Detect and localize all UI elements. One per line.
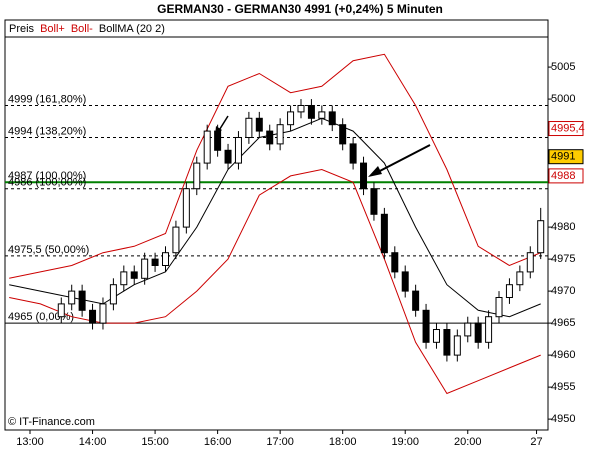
y-tick-label: 4955 xyxy=(551,381,575,393)
candle-body xyxy=(266,130,274,145)
candle-body xyxy=(130,271,138,279)
candle-body xyxy=(57,303,65,318)
candle-body xyxy=(151,258,159,267)
candle-body xyxy=(370,188,378,215)
arrow-head xyxy=(368,166,382,177)
plot-area xyxy=(4,36,549,431)
candle-body xyxy=(432,329,440,343)
x-tick-label: 20:00 xyxy=(454,436,482,448)
candle-body xyxy=(349,143,357,164)
x-tick-label: 13:00 xyxy=(16,436,44,448)
candle-body xyxy=(495,297,503,318)
candle-body xyxy=(339,124,347,145)
candle-body xyxy=(109,284,117,305)
level-label: 4986 (100,00%) xyxy=(8,177,86,189)
candle-body xyxy=(203,130,211,164)
candle-body xyxy=(453,335,461,356)
candle-body xyxy=(516,271,524,286)
x-tick-label: 27 xyxy=(530,436,542,448)
candle-body xyxy=(360,162,368,190)
candle-body xyxy=(422,309,430,343)
price-box xyxy=(548,168,584,184)
arrow xyxy=(371,144,431,176)
x-tick-label: 16:00 xyxy=(204,436,232,448)
legend-entry: Preis xyxy=(9,23,35,35)
candle-body xyxy=(505,284,513,299)
y-tick-label: 4975 xyxy=(551,253,575,265)
legend-entry: BollMA (20 2) xyxy=(99,23,165,35)
x-tick-label: 19:00 xyxy=(391,436,419,448)
arrow-head xyxy=(215,126,222,136)
candle-body xyxy=(474,322,482,343)
candle-body xyxy=(182,188,190,228)
level-label: 4994 (138,20%) xyxy=(8,125,86,137)
level-label: 4965 (0,00%) xyxy=(8,311,74,323)
candle-body xyxy=(78,290,86,311)
y-tick-label: 4950 xyxy=(551,413,575,425)
candle-body xyxy=(141,258,149,279)
candle-body xyxy=(287,111,295,126)
price-box-label: 4988 xyxy=(551,170,575,182)
candle-body xyxy=(464,322,472,337)
level-label: 4975,5 (50,00%) xyxy=(8,244,89,256)
candle-body xyxy=(99,303,107,324)
candle-body xyxy=(307,104,315,119)
candle-body xyxy=(245,117,253,138)
candle-body xyxy=(120,271,128,286)
candle-body xyxy=(380,213,388,254)
y-tick-label: 5005 xyxy=(551,61,575,73)
chart-title: GERMAN30 - GERMAN30 4991 (+0,24%) 5 Minu… xyxy=(157,2,443,16)
legend-entry: Boll- xyxy=(71,23,93,35)
candle-body xyxy=(224,149,232,164)
y-tick-label: 5000 xyxy=(551,93,575,105)
price-box xyxy=(548,149,584,165)
candle-body xyxy=(401,271,409,292)
price-box-label: 4991 xyxy=(551,151,575,163)
x-tick-label: 18:00 xyxy=(329,436,357,448)
candle-body xyxy=(318,111,326,119)
price-box xyxy=(548,121,584,137)
level-label: 4999 (161,80%) xyxy=(8,93,86,105)
candle-body xyxy=(443,329,451,356)
x-tick-label: 14:00 xyxy=(79,436,107,448)
candle-body xyxy=(276,124,284,145)
candle-body xyxy=(297,104,305,113)
candle-body xyxy=(162,252,170,267)
candle-body xyxy=(412,290,420,311)
candle-body xyxy=(328,111,336,126)
candle-body xyxy=(526,252,534,273)
candle-body xyxy=(391,252,399,273)
band-line xyxy=(9,168,541,395)
y-tick-label: 4965 xyxy=(551,317,575,329)
level-label: 4987 (100,00%) xyxy=(8,170,86,182)
candle-body xyxy=(89,309,97,324)
band-line xyxy=(9,117,541,318)
candle-body xyxy=(537,220,545,254)
y-tick-label: 4980 xyxy=(551,221,575,233)
band-line xyxy=(9,53,541,279)
legend-entry: Boll+ xyxy=(40,23,65,35)
watermark: © IT-Finance.com xyxy=(8,416,95,428)
marks: 4999 (161,80%) 4994 (138,20%) 4987 (100,00… xyxy=(5,53,548,395)
candle-body xyxy=(485,316,493,343)
y-tick-label: 4960 xyxy=(551,349,575,361)
price-box-label: 4995,4 xyxy=(551,122,585,134)
candle-body xyxy=(255,117,263,132)
y-tick-label: 4970 xyxy=(551,285,575,297)
candle-body xyxy=(68,290,76,305)
candle-body xyxy=(193,162,201,190)
x-tick-label: 15:00 xyxy=(141,436,169,448)
candle-body xyxy=(172,226,180,254)
x-tick-label: 17:00 xyxy=(266,436,294,448)
candle-body xyxy=(234,136,242,164)
